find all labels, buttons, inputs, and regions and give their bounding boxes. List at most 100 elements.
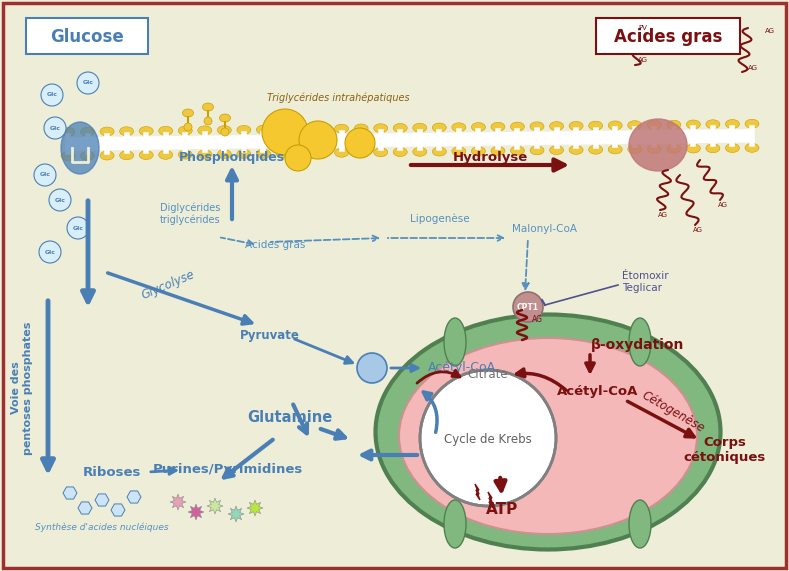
Ellipse shape <box>647 144 661 154</box>
Ellipse shape <box>471 123 485 131</box>
Ellipse shape <box>354 148 368 157</box>
Ellipse shape <box>178 126 193 135</box>
Text: Acétyl-CoA: Acétyl-CoA <box>428 361 496 375</box>
Text: Acétyl-CoA: Acétyl-CoA <box>557 385 638 399</box>
Ellipse shape <box>706 120 720 128</box>
Ellipse shape <box>374 148 387 156</box>
Text: AG: AG <box>532 315 543 324</box>
Ellipse shape <box>256 149 271 158</box>
Text: Glc: Glc <box>54 198 65 203</box>
Ellipse shape <box>61 122 99 174</box>
Text: Pyruvate: Pyruvate <box>240 328 300 341</box>
Ellipse shape <box>178 150 193 159</box>
Polygon shape <box>170 494 186 510</box>
Polygon shape <box>127 491 141 503</box>
Ellipse shape <box>629 119 687 171</box>
Ellipse shape <box>510 122 525 131</box>
Polygon shape <box>78 502 92 514</box>
Ellipse shape <box>276 125 290 134</box>
Ellipse shape <box>706 144 720 153</box>
Text: Glc: Glc <box>39 172 50 178</box>
Text: Diglycérides
triglycérides: Diglycérides triglycérides <box>159 202 220 225</box>
Circle shape <box>39 241 61 263</box>
Ellipse shape <box>413 123 427 132</box>
Ellipse shape <box>629 500 651 548</box>
Ellipse shape <box>725 119 739 128</box>
Polygon shape <box>488 492 493 508</box>
Ellipse shape <box>120 151 133 160</box>
Text: Citrate: Citrate <box>468 368 508 381</box>
Circle shape <box>41 84 63 106</box>
Text: Lipogenèse: Lipogenèse <box>410 214 469 224</box>
Text: Phospholiqides: Phospholiqides <box>179 151 285 164</box>
Text: Corps
cétoniques: Corps cétoniques <box>684 436 766 464</box>
Ellipse shape <box>100 127 114 136</box>
Circle shape <box>357 353 387 383</box>
Ellipse shape <box>198 150 211 159</box>
Circle shape <box>204 117 212 125</box>
Ellipse shape <box>667 144 681 153</box>
Text: Cycle de Krebs: Cycle de Krebs <box>444 433 532 447</box>
Ellipse shape <box>219 114 230 122</box>
Ellipse shape <box>452 147 466 156</box>
Ellipse shape <box>628 144 641 154</box>
Ellipse shape <box>530 146 544 155</box>
Text: Cétogenèse: Cétogenèse <box>639 389 707 435</box>
Text: AG: AG <box>765 28 775 34</box>
Text: Glutamine: Glutamine <box>248 411 333 425</box>
Ellipse shape <box>667 120 681 129</box>
Ellipse shape <box>296 124 309 134</box>
Ellipse shape <box>61 151 75 160</box>
Text: Glc: Glc <box>47 93 58 98</box>
Circle shape <box>299 121 337 159</box>
Polygon shape <box>207 498 223 514</box>
Polygon shape <box>63 487 77 499</box>
Text: Glc: Glc <box>50 126 61 131</box>
Text: Triglycérides intrahépatiques: Triglycérides intrahépatiques <box>267 93 409 103</box>
Text: Glc: Glc <box>83 81 94 86</box>
Text: ATP: ATP <box>486 502 518 517</box>
Text: Malonyl-CoA: Malonyl-CoA <box>512 224 577 234</box>
Ellipse shape <box>413 147 427 156</box>
Ellipse shape <box>444 318 466 366</box>
Ellipse shape <box>159 126 173 135</box>
Text: Hydrolyse: Hydrolyse <box>452 151 528 163</box>
Text: AG: AG <box>693 227 703 233</box>
Text: Acides gras: Acides gras <box>614 28 722 46</box>
Ellipse shape <box>686 120 701 129</box>
Ellipse shape <box>452 123 466 132</box>
Ellipse shape <box>399 338 697 534</box>
Ellipse shape <box>315 148 329 158</box>
Ellipse shape <box>629 318 651 366</box>
Ellipse shape <box>335 124 349 133</box>
Ellipse shape <box>139 127 153 135</box>
Polygon shape <box>95 494 109 506</box>
Ellipse shape <box>745 143 759 152</box>
Text: AG: AG <box>748 65 758 71</box>
Ellipse shape <box>315 124 329 134</box>
Ellipse shape <box>139 151 153 159</box>
Ellipse shape <box>608 145 623 154</box>
Polygon shape <box>111 504 125 516</box>
Ellipse shape <box>647 120 661 130</box>
Ellipse shape <box>589 145 603 154</box>
Ellipse shape <box>471 147 485 155</box>
Text: Étomoxir
Teglicar: Étomoxir Teglicar <box>622 271 668 293</box>
Ellipse shape <box>569 122 583 130</box>
Text: Acides gras: Acides gras <box>245 240 305 250</box>
Ellipse shape <box>237 126 251 134</box>
Ellipse shape <box>182 109 193 117</box>
Polygon shape <box>188 504 204 520</box>
Ellipse shape <box>589 121 603 130</box>
Text: Glucose: Glucose <box>50 28 124 46</box>
Ellipse shape <box>745 119 759 128</box>
Text: AG: AG <box>638 57 648 63</box>
Circle shape <box>221 128 229 136</box>
Circle shape <box>345 128 375 158</box>
Circle shape <box>285 145 311 171</box>
Ellipse shape <box>256 125 271 134</box>
Ellipse shape <box>376 315 720 549</box>
Text: AG: AG <box>658 212 668 218</box>
Ellipse shape <box>80 127 95 136</box>
Ellipse shape <box>120 127 133 136</box>
